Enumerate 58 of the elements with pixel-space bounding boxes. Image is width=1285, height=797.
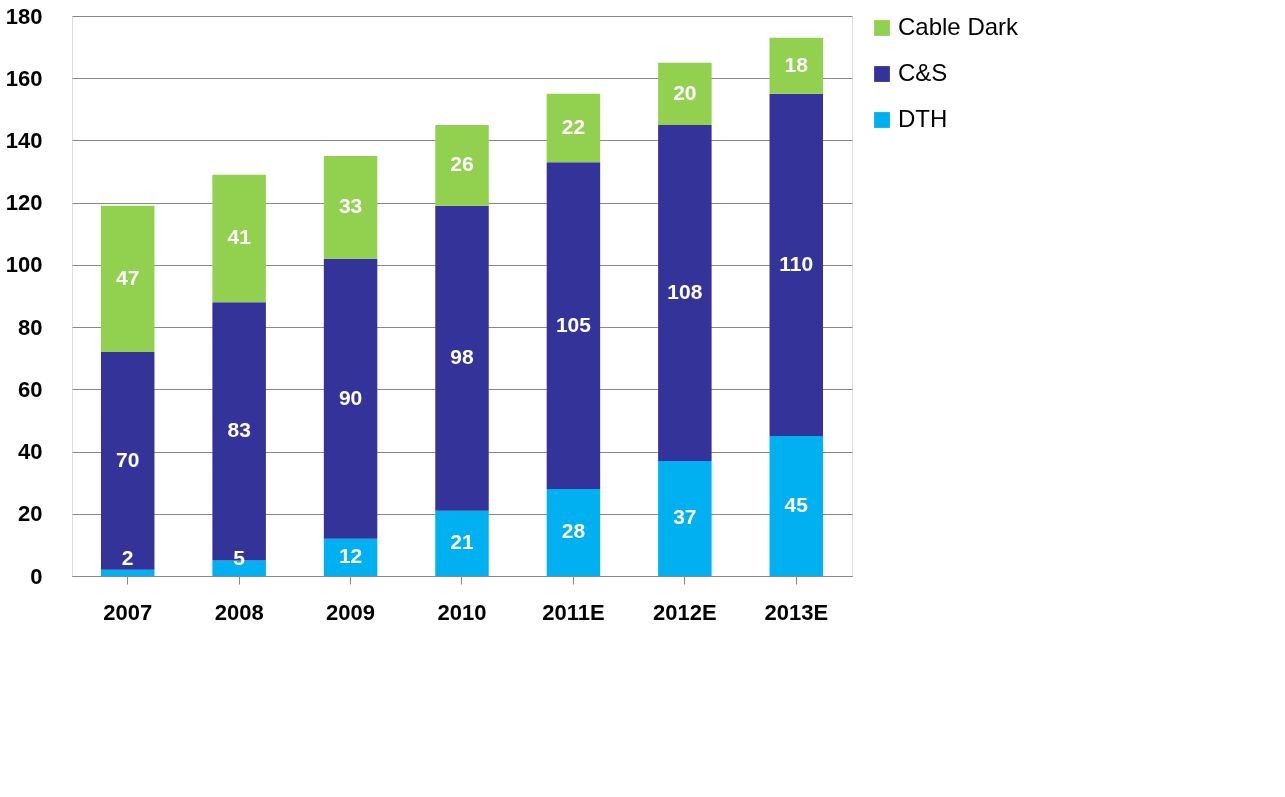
- data-label: 110: [779, 251, 814, 275]
- x-tick-label: 2011E: [542, 599, 605, 625]
- bar: [100, 205, 155, 352]
- y-tick-label: 120: [5, 190, 43, 216]
- bar: [212, 174, 266, 303]
- x-tick-label: 2012E: [653, 599, 717, 625]
- data-label: 18: [784, 52, 809, 76]
- bar: [435, 205, 489, 511]
- data-label: 90: [338, 385, 363, 409]
- data-label: 41: [227, 225, 252, 249]
- bar: [323, 258, 378, 539]
- y-tick-label: 20: [18, 501, 43, 527]
- y-tick-label: 160: [5, 65, 43, 91]
- data-label: 28: [561, 519, 586, 543]
- data-label: 12: [338, 544, 363, 568]
- y-tick-label: 40: [18, 439, 43, 465]
- data-label: 33: [338, 194, 363, 218]
- bar: [658, 62, 712, 125]
- legend-label: C&S: [898, 59, 948, 86]
- x-tick-label: 2013E: [764, 599, 829, 625]
- x-tick-label: 2010: [437, 599, 487, 625]
- bar: [323, 156, 378, 259]
- bar: [769, 37, 824, 94]
- x-tick-label: 2007: [103, 599, 153, 625]
- y-tick-label: 100: [5, 252, 43, 278]
- data-label: 21: [450, 530, 474, 554]
- bar: [435, 510, 489, 576]
- y-tick-label: 140: [5, 127, 43, 153]
- bar: [546, 93, 601, 163]
- data-label: 20: [673, 80, 697, 104]
- data-label: 45: [784, 493, 809, 516]
- bar: [100, 569, 155, 576]
- legend-label: Cable Dark: [898, 13, 1020, 40]
- data-label: 2: [121, 546, 134, 570]
- x-tick-label: 2008: [214, 599, 264, 625]
- data-label: 108: [667, 279, 703, 303]
- data-label: 98: [450, 345, 474, 369]
- data-label: 37: [673, 505, 697, 529]
- bar: [546, 488, 601, 576]
- x-tick-label: 2009: [326, 599, 376, 625]
- bar: [546, 162, 601, 489]
- data-label: 47: [116, 265, 140, 289]
- data-label: 22: [561, 115, 586, 138]
- bar: [769, 436, 824, 576]
- bar: [658, 460, 712, 576]
- y-tick-label: 80: [18, 314, 43, 340]
- data-label: 105: [555, 312, 592, 336]
- y-tick-label: 180: [5, 3, 43, 29]
- y-tick-label: 0: [30, 563, 43, 589]
- bar: [769, 93, 824, 436]
- data-label: 26: [450, 152, 474, 176]
- bar: [100, 352, 155, 570]
- legend-label: DTH: [898, 105, 948, 132]
- data-label: 70: [116, 447, 140, 471]
- y-tick-label: 60: [18, 376, 43, 402]
- data-label: 83: [227, 418, 251, 442]
- bar: [435, 124, 489, 206]
- bar: [658, 124, 712, 461]
